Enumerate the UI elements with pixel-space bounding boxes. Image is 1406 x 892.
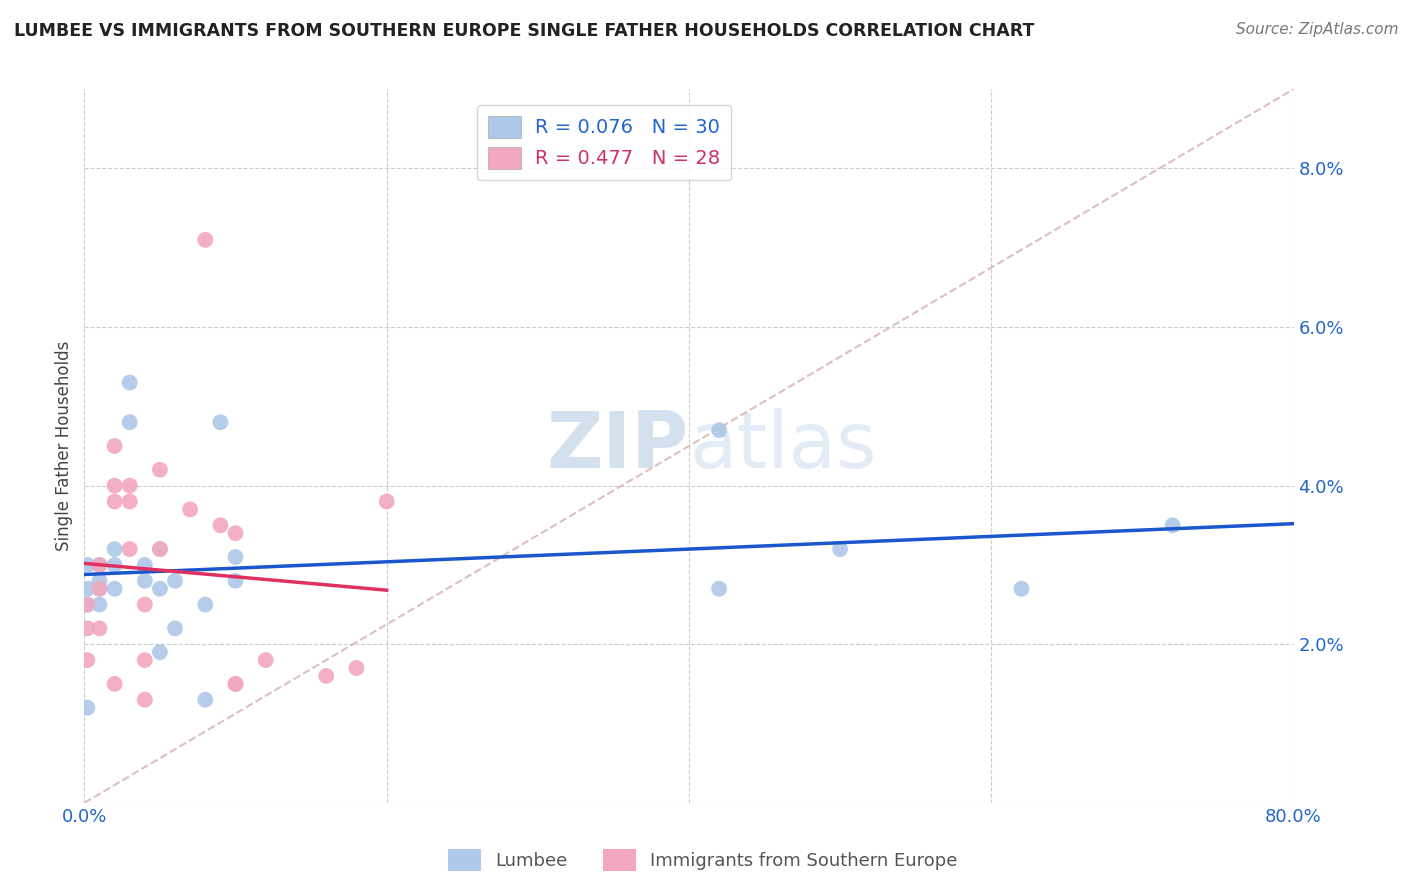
Point [163, 621, 186, 635]
Point [375, 494, 398, 508]
Point [315, 669, 337, 683]
Point [104, 478, 127, 492]
Point [89, 558, 111, 572]
Point [76, 598, 98, 612]
Text: ZIP: ZIP [547, 408, 689, 484]
Point [104, 439, 127, 453]
Point [118, 494, 141, 508]
Point [225, 677, 247, 691]
Point [89, 598, 111, 612]
Point [149, 542, 172, 557]
Text: LUMBEE VS IMMIGRANTS FROM SOUTHERN EUROPE SINGLE FATHER HOUSEHOLDS CORRELATION C: LUMBEE VS IMMIGRANTS FROM SOUTHERN EUROP… [14, 22, 1035, 40]
Point [149, 542, 172, 557]
Point [104, 677, 127, 691]
Point [76, 582, 98, 596]
Point [89, 558, 111, 572]
Point [254, 653, 277, 667]
Point [830, 542, 852, 557]
Point [225, 526, 247, 541]
Point [89, 574, 111, 588]
Point [179, 502, 201, 516]
Point [134, 574, 156, 588]
Point [89, 621, 111, 635]
Point [163, 574, 186, 588]
Point [76, 621, 98, 635]
Point [134, 558, 156, 572]
Point [194, 598, 217, 612]
Point [194, 692, 217, 706]
Point [76, 653, 98, 667]
Point [104, 494, 127, 508]
Point [134, 653, 156, 667]
Point [709, 423, 731, 437]
Point [118, 376, 141, 390]
Point [104, 558, 127, 572]
Point [76, 598, 98, 612]
Legend: R = 0.076   N = 30, R = 0.477   N = 28: R = 0.076 N = 30, R = 0.477 N = 28 [478, 105, 731, 180]
Point [149, 582, 172, 596]
Point [1161, 518, 1184, 533]
Point [209, 518, 232, 533]
Point [118, 542, 141, 557]
Point [149, 463, 172, 477]
Point [76, 558, 98, 572]
Point [134, 598, 156, 612]
Point [89, 582, 111, 596]
Point [104, 582, 127, 596]
Point [118, 478, 141, 492]
Point [134, 692, 156, 706]
Point [225, 549, 247, 564]
Point [194, 233, 217, 247]
Point [149, 645, 172, 659]
Point [209, 415, 232, 429]
Point [118, 415, 141, 429]
Point [225, 574, 247, 588]
Point [709, 582, 731, 596]
Point [89, 582, 111, 596]
Y-axis label: Single Father Households: Single Father Households [55, 341, 73, 551]
Point [1010, 582, 1032, 596]
Text: Source: ZipAtlas.com: Source: ZipAtlas.com [1236, 22, 1399, 37]
Point [225, 677, 247, 691]
Point [346, 661, 368, 675]
Point [104, 542, 127, 557]
Text: atlas: atlas [689, 408, 876, 484]
Legend: Lumbee, Immigrants from Southern Europe: Lumbee, Immigrants from Southern Europe [441, 842, 965, 879]
Point [76, 700, 98, 714]
